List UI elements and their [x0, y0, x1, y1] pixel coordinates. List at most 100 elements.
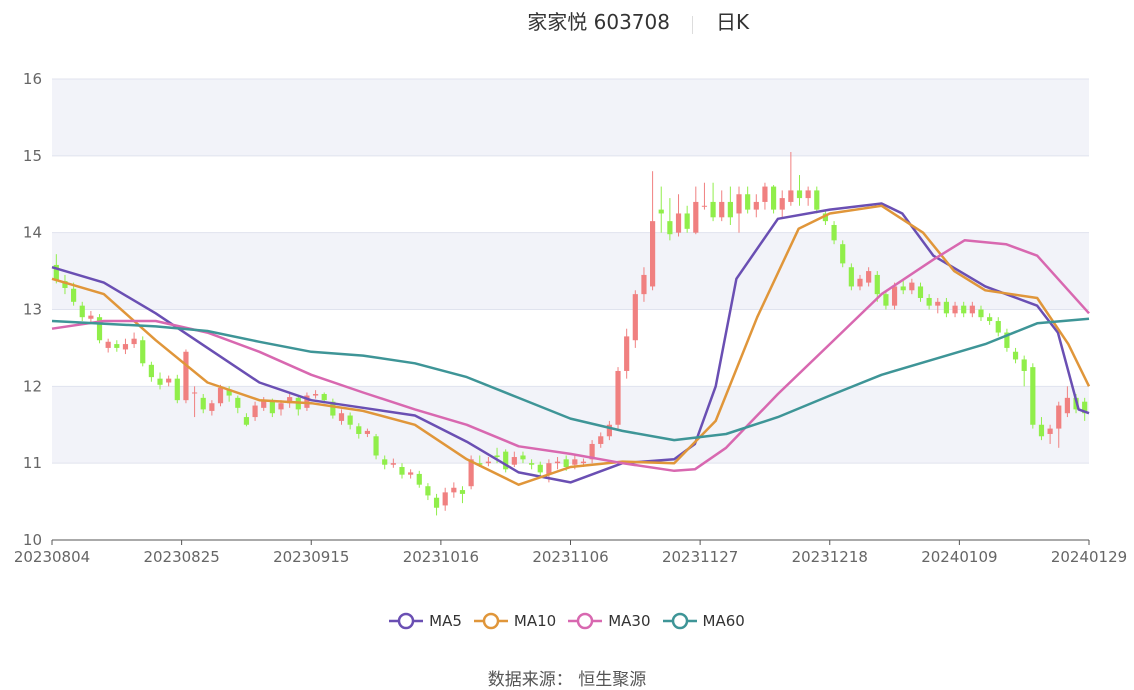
- candle-body: [442, 492, 448, 506]
- candle-body: [166, 378, 172, 383]
- x-tick-label: 20231218: [792, 548, 868, 566]
- candle-body: [822, 213, 829, 222]
- candle-body: [684, 213, 690, 229]
- candle-body: [477, 463, 483, 465]
- legend-marker-icon: [662, 612, 697, 630]
- candle-body: [598, 436, 604, 444]
- candle-body: [1030, 367, 1036, 425]
- candle-body: [330, 401, 336, 416]
- candle-body: [364, 430, 371, 434]
- y-tick-label: 12: [23, 377, 42, 395]
- candle-body: [719, 201, 725, 218]
- candle-body: [753, 201, 759, 210]
- legend-item-ma60[interactable]: MA60: [662, 612, 745, 630]
- candle-body: [62, 281, 68, 288]
- candle-body: [589, 443, 595, 460]
- candle-body: [1038, 424, 1045, 437]
- candle-body: [321, 394, 327, 401]
- candle-body: [312, 394, 319, 396]
- candle-body: [217, 387, 224, 404]
- candle-body: [632, 294, 638, 341]
- candle-body: [261, 400, 267, 408]
- candle-body: [140, 340, 146, 364]
- x-tick-label: 20231016: [403, 548, 479, 566]
- candle-body: [96, 317, 103, 341]
- legend-item-ma30[interactable]: MA30: [568, 612, 651, 630]
- x-tick-label: 20230804: [14, 548, 90, 566]
- candle-body: [416, 473, 422, 485]
- legend-marker-icon: [473, 612, 508, 630]
- candle-body: [468, 459, 474, 487]
- candle-body: [546, 463, 552, 475]
- candle-body: [995, 321, 1001, 333]
- candle-body: [191, 392, 198, 394]
- x-tick-label: 20230915: [273, 548, 349, 566]
- candle-body: [736, 194, 742, 214]
- candle-body: [105, 341, 111, 348]
- candle-body: [1082, 401, 1088, 414]
- candle-body: [762, 186, 768, 202]
- candle-body: [866, 271, 872, 283]
- x-tick-label: 20240109: [921, 548, 997, 566]
- legend-label: MA5: [429, 612, 462, 630]
- candle-body: [969, 305, 975, 314]
- data-source-label: 数据来源：: [487, 670, 573, 690]
- candle-body: [278, 403, 284, 410]
- candle-body: [693, 201, 699, 233]
- candle-body: [606, 424, 612, 437]
- legend-item-ma5[interactable]: MA5: [389, 612, 462, 630]
- candle-body: [667, 221, 673, 235]
- candle-body: [675, 213, 682, 233]
- candle-body: [494, 455, 500, 458]
- candle-body: [987, 317, 993, 322]
- candle-body: [88, 315, 94, 319]
- candle-body: [1004, 332, 1010, 348]
- legend-marker-icon: [568, 612, 603, 630]
- candle-body: [874, 274, 880, 295]
- legend-item-ma10[interactable]: MA10: [473, 612, 557, 630]
- candle-body: [53, 264, 59, 281]
- legend-label: MA10: [513, 612, 557, 630]
- ma-line-ma30: [51, 239, 1090, 473]
- candle-body: [459, 490, 466, 494]
- candle-body: [235, 397, 241, 408]
- candle-body: [857, 278, 863, 287]
- candle-body: [174, 378, 180, 401]
- chart-legend: MA5 MA10 MA30 MA60: [0, 612, 1134, 636]
- candle-body: [745, 194, 751, 210]
- x-tick-label: 20230825: [143, 548, 219, 566]
- candle-body: [658, 209, 664, 214]
- candle-body: [727, 201, 733, 218]
- candle-body: [1064, 397, 1070, 414]
- candle-body: [909, 282, 915, 291]
- candle-body: [641, 274, 647, 295]
- y-tick-label: 11: [23, 454, 42, 472]
- candle-body: [503, 451, 509, 470]
- candle-body: [252, 405, 258, 418]
- candle-body: [390, 463, 396, 465]
- candle-body: [917, 286, 924, 298]
- candle-body: [382, 459, 388, 465]
- x-tick-label: 20231106: [532, 548, 608, 566]
- candle-body: [408, 472, 414, 475]
- chart-period-label: 日K: [716, 10, 750, 34]
- candle-body: [511, 457, 517, 465]
- candle-body: [1021, 359, 1027, 371]
- candle-body: [788, 190, 794, 202]
- candle-body: [451, 487, 457, 493]
- grid-band: [52, 79, 1089, 156]
- candle-body: [1056, 405, 1062, 429]
- candle-body: [796, 190, 803, 199]
- candle-body: [433, 497, 440, 508]
- candle-body: [1012, 351, 1019, 360]
- candle-body: [770, 186, 777, 210]
- candle-body: [710, 201, 716, 218]
- candle-body: [114, 344, 120, 348]
- candle-body: [183, 351, 189, 401]
- candle-body: [226, 389, 232, 396]
- candle-body: [148, 364, 154, 378]
- legend-label: MA60: [702, 612, 745, 630]
- candle-body: [1047, 428, 1053, 434]
- candle-body: [209, 403, 215, 411]
- candle-body: [779, 198, 785, 210]
